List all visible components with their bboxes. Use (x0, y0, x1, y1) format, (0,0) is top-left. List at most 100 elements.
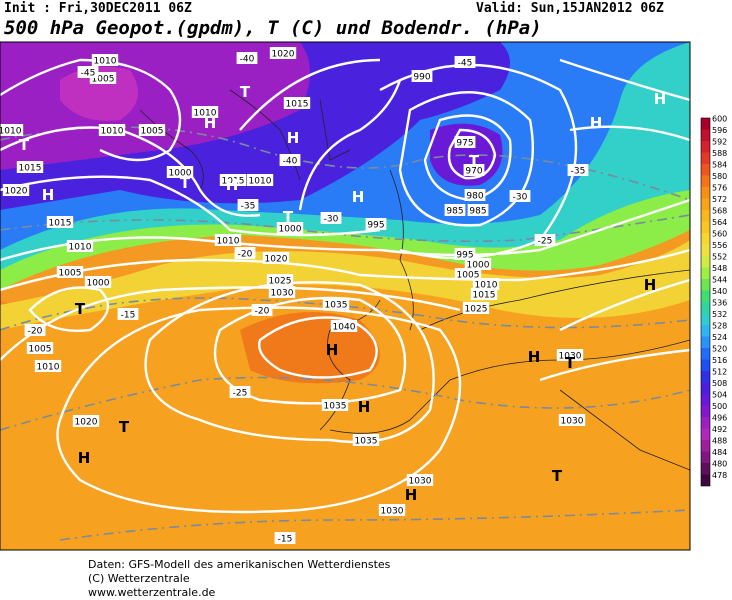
center-symbols: H H H T T H T T H H H H T T H H T H T H H T (19, 83, 666, 504)
colorbar-swatch (701, 417, 710, 429)
colorbar-swatch (701, 233, 710, 245)
map-label: 995 (454, 248, 476, 261)
map-label: 1035 (321, 399, 349, 412)
label-box (98, 124, 126, 136)
map-label: 1010 (98, 124, 126, 137)
colorbar-swatch (701, 348, 710, 360)
label-box (77, 66, 99, 78)
label-text: 1025 (269, 277, 292, 287)
center-symbol: H (644, 276, 657, 294)
map-label: 985 (467, 204, 489, 217)
map-label: 970 (463, 164, 485, 177)
label-text: 985 (446, 207, 463, 217)
map-label: 1035 (352, 434, 380, 447)
label-box (191, 106, 219, 118)
colorbar-swatch (701, 405, 710, 417)
colorbar-label: 536 (712, 299, 727, 308)
center-symbol: H (405, 486, 418, 504)
label-text: 1020 (5, 187, 28, 197)
colorbar-label: 504 (712, 391, 727, 400)
map-label: 1005 (138, 124, 166, 137)
label-box (454, 56, 476, 68)
colorbar-label: 592 (712, 138, 727, 147)
colorbar-swatch (701, 279, 710, 291)
map-label: 1010 (214, 234, 242, 247)
map-label: -40 (279, 154, 301, 167)
colorbar-swatch (701, 336, 710, 348)
label-text: 975 (456, 139, 473, 149)
center-symbol: H (78, 449, 91, 467)
map-label: 1030 (406, 474, 434, 487)
label-text: 1035 (324, 402, 347, 412)
colorbar-swatch (701, 428, 710, 440)
label-box (117, 308, 139, 320)
label-box (236, 52, 258, 64)
center-symbol: T (240, 83, 251, 101)
colorbar-label: 540 (712, 287, 727, 296)
colorbar-label: 584 (712, 161, 727, 170)
map-label: 1020 (269, 47, 297, 60)
colorbar-label: 568 (712, 207, 727, 216)
label-box (330, 320, 358, 332)
map-label: 1005 (56, 266, 84, 279)
label-text: 1015 (49, 219, 72, 229)
label-box (321, 399, 349, 411)
colorbar-label: 524 (712, 333, 727, 342)
label-box (269, 47, 297, 59)
colorbar-label: 596 (712, 126, 727, 135)
label-text: -45 (81, 69, 96, 79)
label-text: 1010 (101, 127, 124, 137)
colorbar-label: 564 (712, 218, 727, 227)
map-label: 1035 (322, 298, 350, 311)
label-box (229, 386, 251, 398)
label-box (352, 434, 380, 446)
colorbar-label: 572 (712, 195, 727, 204)
map-label: 1000 (84, 276, 112, 289)
label-box (276, 222, 304, 234)
map-label: 990 (411, 70, 433, 83)
label-text: 1000 (467, 261, 490, 271)
label-box (283, 97, 311, 109)
colorbar-label: 532 (712, 310, 727, 319)
label-text: 1015 (286, 100, 309, 110)
label-text: 1030 (559, 352, 582, 362)
map-label: 980 (464, 189, 486, 202)
map-label: 1010 (66, 240, 94, 253)
label-text: -25 (538, 237, 553, 247)
colorbar-label: 480 (712, 460, 727, 469)
colorbar-swatch (701, 463, 710, 475)
label-text: 1035 (355, 437, 378, 447)
label-text: -35 (571, 167, 586, 177)
map-label: 975 (454, 136, 476, 149)
label-text: 1035 (325, 301, 348, 311)
label-box (138, 124, 166, 136)
colorbar-label: 492 (712, 425, 727, 434)
center-symbol: H (654, 90, 667, 108)
map-label: 1000 (464, 258, 492, 271)
label-box (534, 234, 556, 246)
center-symbol: T (283, 208, 294, 226)
colorbar-label: 548 (712, 264, 727, 273)
label-text: -20 (238, 250, 253, 260)
label-text: 1010 (217, 237, 240, 247)
label-box (444, 204, 466, 216)
map-label: 985 (444, 204, 466, 217)
map-label: 1040 (330, 320, 358, 333)
map-label: -35 (567, 164, 589, 177)
map-label: -35 (237, 199, 259, 212)
label-box (237, 199, 259, 211)
label-box (462, 302, 490, 314)
map-label: 1010 (91, 54, 119, 67)
center-symbol: H (590, 114, 603, 132)
map-label: -20 (234, 247, 256, 260)
label-text: 1040 (333, 323, 356, 333)
label-box (246, 174, 274, 186)
label-box (279, 154, 301, 166)
colorbar-swatch (701, 325, 710, 337)
colorbar-swatch (701, 474, 710, 486)
label-text: 970 (465, 167, 482, 177)
map-label: -15 (117, 308, 139, 321)
colorbar-label: 560 (712, 230, 727, 239)
